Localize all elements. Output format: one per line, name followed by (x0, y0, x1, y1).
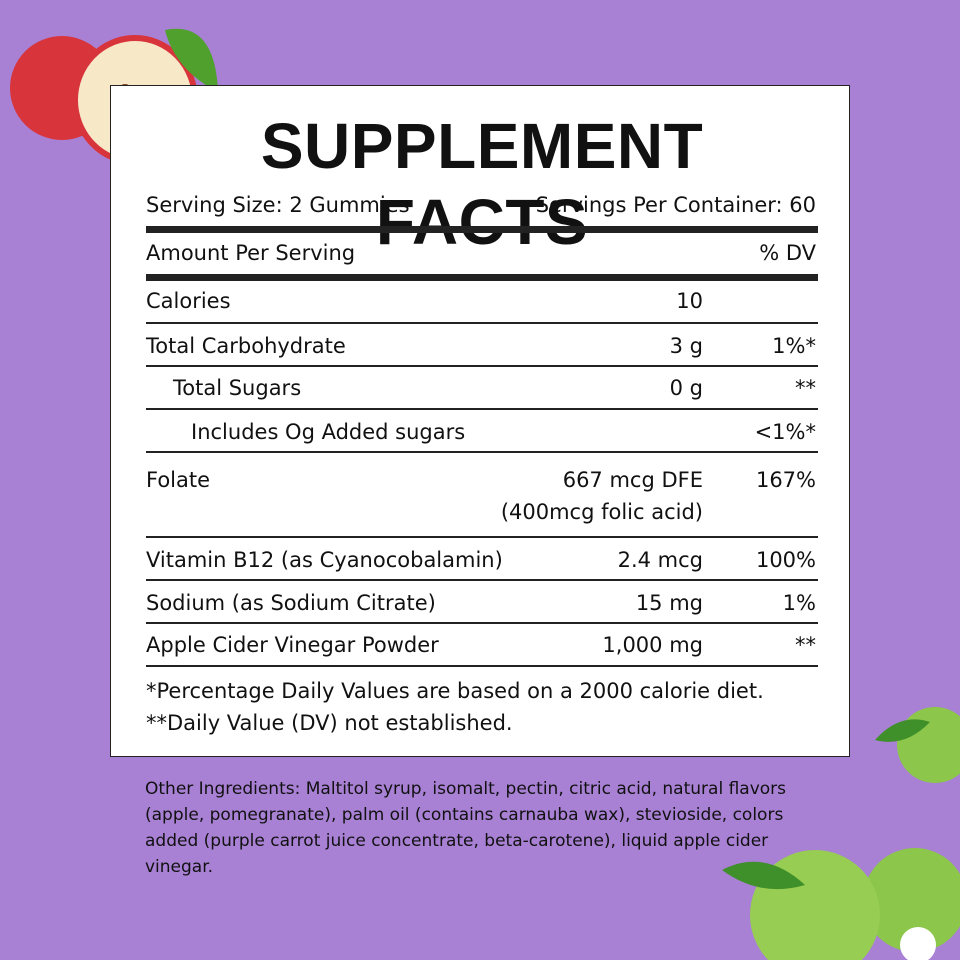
rule (146, 579, 818, 581)
nutrient-name: Sodium (as Sodium Citrate) (146, 591, 436, 615)
rule (146, 451, 818, 453)
rule (146, 622, 818, 624)
column-header: Amount Per Serving (146, 241, 356, 265)
amount: 667 mcg DFE (562, 468, 703, 492)
title: SUPPLEMENT FACTS (260, 110, 704, 258)
column-header: % DV (759, 241, 816, 265)
rule (146, 365, 818, 367)
amount: 1,000 mg (602, 633, 703, 657)
rule (146, 665, 818, 667)
nutrient-name: Vitamin B12 (as Cyanocobalamin) (146, 548, 503, 572)
footnote: **Daily Value (DV) not established. (146, 711, 513, 735)
daily-value: <1%* (754, 420, 816, 444)
serving-size: Serving Size: 2 Gummies (146, 193, 410, 217)
leaf (722, 861, 805, 890)
rule (146, 536, 818, 538)
daily-value: 100% (755, 548, 816, 572)
amount: 0 g (669, 376, 703, 400)
nutrient-name: Total Sugars (173, 376, 302, 400)
leaf (165, 28, 218, 92)
rule (146, 226, 818, 233)
rule (146, 408, 818, 410)
other-ingredients: Other Ingredients: Maltitol syrup, isoma… (145, 779, 787, 877)
daily-value: 1% (782, 591, 816, 615)
nutrient-name: Total Carbohydrate (146, 334, 346, 358)
flower (900, 927, 936, 960)
green-apple (863, 848, 960, 952)
leaf (875, 719, 930, 742)
green-apple (897, 707, 960, 783)
rule (146, 274, 818, 281)
amount: 10 (676, 289, 703, 313)
footnote: *Percentage Daily Values are based on a … (146, 679, 764, 703)
amount-note: (400mcg folic acid) (500, 500, 703, 524)
facts-panel: SUPPLEMENT FACTS Serving Size: 2 Gummies… (110, 85, 850, 757)
nutrient-name: Apple Cider Vinegar Powder (146, 633, 439, 657)
nutrient-name: Includes Og Added sugars (191, 420, 466, 444)
amount: 2.4 mcg (617, 548, 703, 572)
amount: 15 mg (635, 591, 703, 615)
servings-per-container: Servings Per Container: 60 (535, 193, 816, 217)
daily-value: 167% (755, 468, 816, 492)
rule (146, 322, 818, 324)
nutrient-name: Folate (146, 468, 211, 492)
nutrient-name: Calories (146, 289, 231, 313)
amount: 3 g (669, 334, 703, 358)
daily-value: ** (795, 376, 816, 400)
daily-value: ** (795, 633, 816, 657)
daily-value: 1%* (772, 334, 816, 358)
